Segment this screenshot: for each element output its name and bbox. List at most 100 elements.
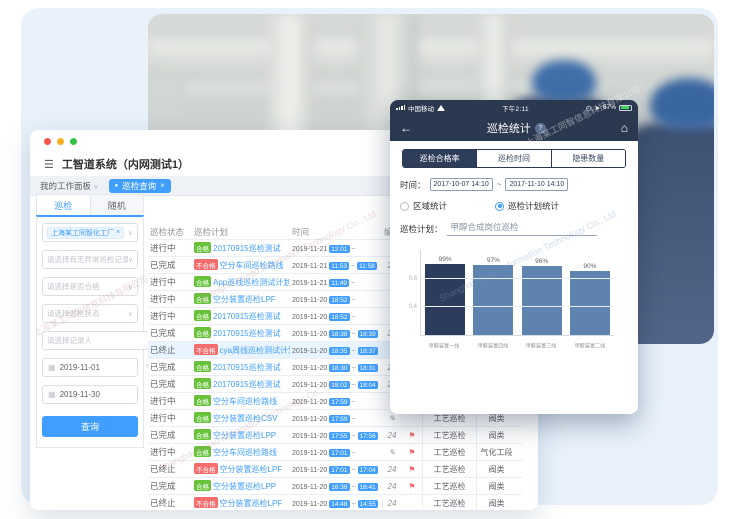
date-to-field[interactable]: ▦ 2019-11-30: [42, 385, 138, 404]
x-axis-label: 甲醇装置二线: [574, 344, 606, 350]
plan-link[interactable]: 空分装置巡检CSV: [213, 414, 278, 423]
edit-icon[interactable]: ✎: [388, 413, 396, 423]
time-cell: 2019-11-20 16:38 ~ 16:41: [290, 481, 382, 492]
result-badge: 合格: [194, 242, 211, 253]
sidebar-tab-random[interactable]: 随机: [107, 200, 126, 211]
record-count: 24: [387, 481, 397, 491]
end-time-pill: 18:04: [357, 381, 378, 390]
filter-qualified-select[interactable]: 请选择是否合格 ∨: [42, 277, 138, 296]
plan-link[interactable]: cya周线巡检测试计划: [219, 346, 291, 355]
bar[interactable]: [521, 266, 562, 335]
sidebar-collapse-icon[interactable]: ‹: [146, 360, 149, 370]
filter-status-select[interactable]: 请选择巡检状态 ∨: [42, 304, 138, 323]
minimize-window-dot[interactable]: [57, 137, 64, 145]
carrier-label: 中国移动: [408, 105, 434, 113]
plan-link[interactable]: 20170915巡检测试: [213, 244, 281, 253]
plan-cell[interactable]: 合格 App巡线巡检测试计划: [192, 276, 290, 288]
plan-cell[interactable]: 合格 空分装置巡检LPP: [192, 429, 290, 441]
plan-link[interactable]: App巡线巡检测试计划: [213, 278, 290, 287]
time-from-input[interactable]: 2017-10-07 14:10: [429, 178, 493, 191]
menu-icon[interactable]: ☰: [44, 158, 54, 171]
end-time-pill: 16:41: [357, 483, 378, 492]
search-button[interactable]: 查询: [42, 416, 138, 437]
x-axis-label: 甲醇装置四线: [477, 344, 509, 350]
start-time-pill: 18:38: [329, 330, 350, 339]
home-icon[interactable]: ⌂: [620, 121, 628, 135]
radio-checked[interactable]: 巡检计划统计: [495, 200, 559, 212]
plan-cell[interactable]: 不合格 cya周线巡检测试计划: [192, 344, 290, 356]
maximize-window-dot[interactable]: [70, 137, 77, 145]
table-row[interactable]: 已完成 合格 空分装置巡检LPP 2019-11-20 16:38 ~ 16:41 24…: [148, 478, 522, 495]
chevron-down-icon: ∨: [93, 183, 99, 191]
plan-cell[interactable]: 不合格 空分装置巡检LPF: [192, 497, 290, 509]
app-title: 工智道系统（内网测试1）: [61, 159, 189, 171]
end-time-pill: 11:58: [357, 262, 377, 271]
remove-tag-icon[interactable]: ×: [116, 229, 121, 236]
radio-unchecked[interactable]: 区域统计: [400, 200, 447, 212]
time-cell: 2019-11-20 17:55 ~ 17:56: [290, 430, 382, 441]
time-cell: 2019-11-20 14:48 ~ 14:55: [290, 498, 382, 509]
plan-link[interactable]: 空分车间巡检路线: [219, 261, 284, 270]
plan-cell[interactable]: 合格 20170915巡检测试: [192, 310, 290, 322]
chevron-down-icon: ∨: [127, 283, 133, 291]
plan-link[interactable]: 20170915巡检测试: [213, 380, 281, 389]
plan-link[interactable]: 空分装置巡检LPF: [219, 499, 283, 508]
plan-cell[interactable]: 不合格 空分装置巡检LPF: [192, 463, 290, 475]
plan-cell[interactable]: 合格 空分装置巡检LPF: [192, 293, 290, 305]
target-cell: 阀类: [476, 427, 516, 443]
type-cell: 工艺巡检: [422, 410, 476, 426]
plan-cell[interactable]: 合格 20170915巡检测试: [192, 361, 290, 373]
plan-cell[interactable]: 合格 空分车间巡检路线: [192, 395, 290, 407]
bar[interactable]: [425, 264, 466, 335]
date-text: 2019-11-20: [292, 483, 330, 491]
table-row[interactable]: 进行中 合格 空分车间巡检路线 2019-11-20 17:01 ~ ✎ ⚑ 工艺巡检 气化…: [148, 444, 522, 461]
org-select[interactable]: 上海某工同智化工厂 × ∨: [42, 223, 138, 242]
plan-link[interactable]: 空分装置巡检LPP: [213, 431, 277, 440]
stat-tab-inactive[interactable]: 隐患数量: [551, 150, 625, 167]
close-window-dot[interactable]: [44, 137, 51, 145]
tab-workspace[interactable]: 我的工作面板 ∨: [40, 180, 99, 191]
status-cell: 进行中: [150, 294, 176, 304]
plan-cell[interactable]: 合格 20170915巡检测试: [192, 327, 290, 339]
sidebar-tab-inspection[interactable]: 巡检: [37, 195, 91, 215]
plan-cell[interactable]: 合格 空分装置巡检LPP: [192, 480, 290, 492]
date-from-field[interactable]: ▦ 2019-11-01: [42, 358, 138, 377]
bar[interactable]: [473, 265, 514, 335]
time-to-input[interactable]: 2017-11-10 14:10: [505, 178, 569, 191]
tab-inspection-query[interactable]: ● 巡检查询 ×: [108, 178, 171, 193]
plan-cell[interactable]: 合格 空分车间巡检路线: [192, 446, 290, 458]
plan-link[interactable]: 20170915巡检测试: [213, 363, 281, 372]
stat-tab-active[interactable]: 巡检合格率: [403, 150, 478, 167]
bar[interactable]: [569, 270, 610, 335]
plan-link[interactable]: 空分车间巡检路线: [213, 397, 277, 406]
recorder-input[interactable]: [42, 331, 149, 350]
plan-cell[interactable]: 合格 20170915巡检测试: [192, 242, 290, 254]
filter-abnormal-select[interactable]: 请选择有无异常巡检记录 ∨: [42, 250, 138, 269]
target-cell: 阀类: [476, 478, 516, 494]
plan-link[interactable]: 20170915巡检测试: [213, 329, 281, 338]
plan-link[interactable]: 空分装置巡检LPF: [219, 465, 283, 474]
plan-link[interactable]: 空分车间巡检路线: [213, 448, 277, 457]
status-cell: 进行中: [150, 311, 176, 321]
bar-group: 99%: [423, 250, 467, 335]
battery-percent: 67%: [602, 104, 616, 111]
close-tab-icon[interactable]: ×: [160, 181, 165, 190]
start-time-pill: 18:35: [329, 347, 350, 356]
table-row[interactable]: 进行中 合格 空分装置巡检CSV 2019-11-20 17:59 ~ ✎ 工艺巡检 阀类: [148, 410, 522, 427]
back-icon[interactable]: ←: [400, 121, 412, 135]
help-icon[interactable]: ?: [534, 122, 546, 134]
table-row[interactable]: 已终止 不合格 空分装置巡检LPF 2019-11-20 17:01 ~ 17:04 2…: [148, 461, 522, 478]
plan-link[interactable]: 空分装置巡检LPP: [213, 482, 277, 491]
plan-cell[interactable]: 合格 20170915巡检测试: [192, 378, 290, 390]
plan-cell[interactable]: 不合格 空分车间巡检路线: [192, 259, 290, 271]
plan-select[interactable]: 甲醇合成岗位巡检: [446, 221, 597, 236]
time-cell: 2019-11-20 18:35 ~ 18:37: [290, 345, 382, 356]
stat-tab-inactive[interactable]: 巡检时间: [477, 150, 552, 167]
edit-icon[interactable]: ✎: [388, 447, 396, 457]
result-badge: 合格: [194, 276, 211, 287]
plan-link[interactable]: 20170915巡检测试: [213, 312, 281, 321]
table-row[interactable]: 已终止 不合格 空分装置巡检LPF 2019-11-20 14:48 ~ 14:55 2…: [148, 495, 522, 510]
table-row[interactable]: 已完成 合格 空分装置巡检LPP 2019-11-20 17:55 ~ 17:56 24…: [148, 427, 522, 444]
plan-link[interactable]: 空分装置巡检LPF: [213, 295, 276, 304]
plan-cell[interactable]: 合格 空分装置巡检CSV: [192, 412, 290, 424]
